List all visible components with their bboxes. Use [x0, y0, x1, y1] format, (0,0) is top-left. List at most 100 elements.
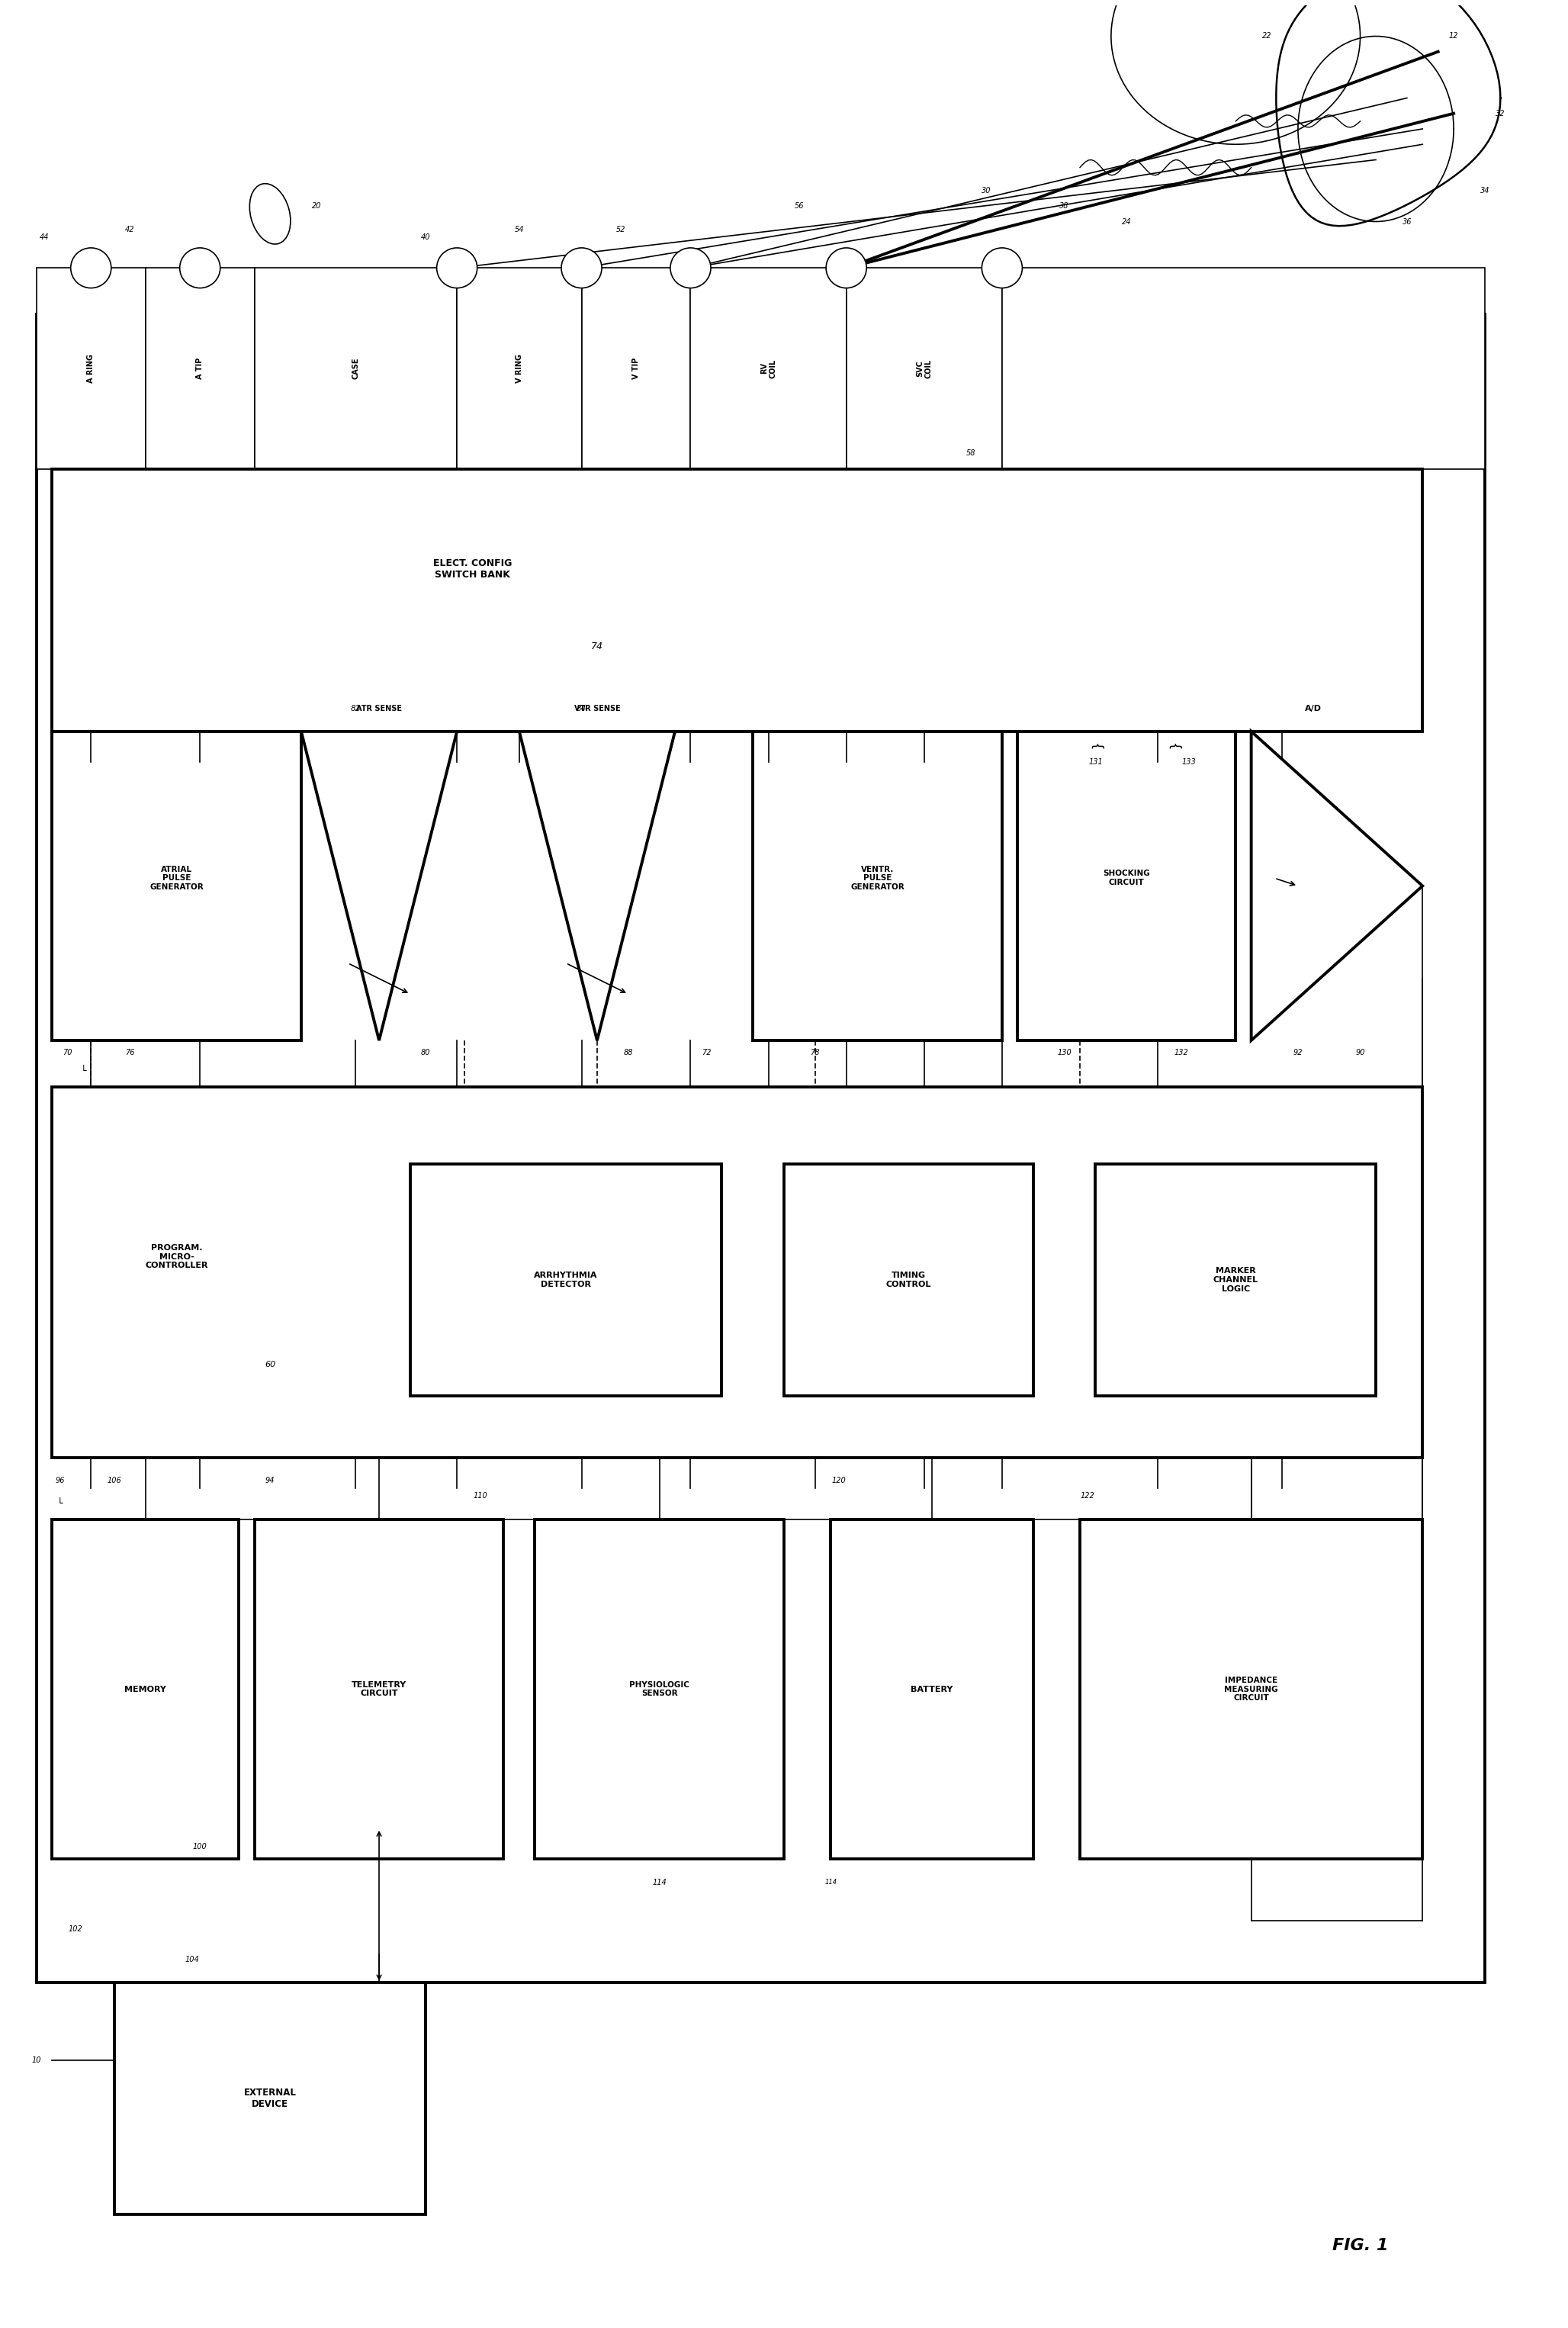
- Text: V RING: V RING: [516, 354, 524, 382]
- Text: 12: 12: [1449, 33, 1458, 40]
- Bar: [1018, 731, 1236, 1041]
- Text: V TIP: V TIP: [632, 359, 640, 379]
- Text: └: └: [56, 1499, 63, 1509]
- Circle shape: [561, 247, 602, 289]
- Text: ATR SENSE: ATR SENSE: [356, 705, 401, 712]
- Text: 58: 58: [966, 449, 975, 456]
- Text: RV
COIL: RV COIL: [760, 359, 776, 377]
- Text: 42: 42: [125, 226, 135, 233]
- Text: 130: 130: [1057, 1050, 1071, 1057]
- Text: 30: 30: [982, 186, 991, 196]
- Bar: [1002, 268, 1485, 468]
- Text: 104: 104: [185, 1956, 199, 1963]
- Text: 90: 90: [1355, 1050, 1366, 1057]
- Bar: [582, 268, 690, 468]
- Text: VTR SENSE: VTR SENSE: [574, 705, 621, 712]
- Text: 114: 114: [825, 1879, 837, 1886]
- Text: CASE: CASE: [351, 359, 359, 379]
- Bar: [535, 1520, 784, 1860]
- Text: TELEMETRY
CIRCUIT: TELEMETRY CIRCUIT: [351, 1681, 406, 1697]
- Bar: [831, 1520, 1033, 1860]
- Bar: [456, 268, 582, 468]
- Bar: [52, 468, 1422, 731]
- Circle shape: [71, 247, 111, 289]
- Text: 74: 74: [591, 643, 604, 652]
- Bar: [146, 268, 254, 468]
- Text: 36: 36: [1402, 219, 1411, 226]
- Polygon shape: [519, 731, 674, 1041]
- Text: 82: 82: [351, 705, 361, 712]
- Text: 132: 132: [1174, 1050, 1189, 1057]
- Text: 34: 34: [1480, 186, 1490, 196]
- Bar: [114, 1983, 426, 2214]
- Text: 20: 20: [312, 203, 321, 210]
- Text: 70: 70: [63, 1050, 72, 1057]
- Text: BATTERY: BATTERY: [911, 1685, 953, 1692]
- Text: 84: 84: [577, 705, 586, 712]
- Text: 38: 38: [1060, 203, 1069, 210]
- Bar: [52, 731, 301, 1041]
- Text: VENTR.
PULSE
GENERATOR: VENTR. PULSE GENERATOR: [850, 866, 905, 892]
- Text: 52: 52: [616, 226, 626, 233]
- Text: 92: 92: [1294, 1050, 1303, 1057]
- Text: FIG. 1: FIG. 1: [1333, 2237, 1388, 2254]
- Circle shape: [670, 247, 710, 289]
- Bar: [52, 1520, 238, 1860]
- Text: A/D: A/D: [1305, 705, 1322, 712]
- Text: 120: 120: [831, 1476, 845, 1485]
- Text: 106: 106: [107, 1476, 121, 1485]
- Bar: [1096, 1164, 1375, 1397]
- Text: 56: 56: [795, 203, 804, 210]
- Bar: [254, 268, 456, 468]
- Text: A TIP: A TIP: [196, 359, 204, 379]
- Text: {: {: [1088, 743, 1102, 752]
- Polygon shape: [1251, 731, 1422, 1041]
- Text: 80: 80: [422, 1050, 431, 1057]
- Text: 94: 94: [265, 1476, 274, 1485]
- Circle shape: [826, 247, 867, 289]
- Text: {: {: [1167, 743, 1181, 752]
- Text: 122: 122: [1080, 1492, 1094, 1499]
- Text: PROGRAM.
MICRO-
CONTROLLER: PROGRAM. MICRO- CONTROLLER: [146, 1243, 209, 1269]
- Bar: [753, 731, 1002, 1041]
- Text: ATRIAL
PULSE
GENERATOR: ATRIAL PULSE GENERATOR: [149, 866, 204, 892]
- Text: 114: 114: [652, 1879, 666, 1886]
- Text: EXTERNAL
DEVICE: EXTERNAL DEVICE: [243, 2088, 296, 2109]
- Text: 110: 110: [474, 1492, 488, 1499]
- Text: 44: 44: [39, 233, 49, 240]
- Text: MARKER
CHANNEL
LOGIC: MARKER CHANNEL LOGIC: [1214, 1266, 1258, 1292]
- Bar: [52, 1087, 1422, 1457]
- Bar: [411, 1164, 721, 1397]
- Text: 10: 10: [31, 2056, 41, 2065]
- Polygon shape: [301, 731, 456, 1041]
- Text: 102: 102: [69, 1925, 83, 1932]
- Text: 133: 133: [1182, 759, 1196, 766]
- Text: SVC
COIL: SVC COIL: [916, 359, 933, 377]
- Text: PHYSIOLOGIC
SENSOR: PHYSIOLOGIC SENSOR: [629, 1681, 690, 1697]
- Text: 78: 78: [811, 1050, 820, 1057]
- Bar: [690, 268, 847, 468]
- Text: 76: 76: [125, 1050, 135, 1057]
- Text: └: └: [80, 1066, 86, 1076]
- Ellipse shape: [249, 184, 290, 244]
- Circle shape: [437, 247, 477, 289]
- Bar: [36, 314, 1485, 1983]
- Text: IMPEDANCE
MEASURING
CIRCUIT: IMPEDANCE MEASURING CIRCUIT: [1225, 1676, 1278, 1702]
- Text: 72: 72: [701, 1050, 710, 1057]
- Text: ELECT. CONFIG
SWITCH BANK: ELECT. CONFIG SWITCH BANK: [433, 559, 511, 580]
- Text: ARRHYTHMIA
DETECTOR: ARRHYTHMIA DETECTOR: [535, 1271, 597, 1287]
- Text: 22: 22: [1262, 33, 1272, 40]
- Text: 96: 96: [55, 1476, 64, 1485]
- Text: TIMING
CONTROL: TIMING CONTROL: [886, 1271, 931, 1287]
- Text: 32: 32: [1496, 109, 1505, 116]
- Text: 100: 100: [193, 1844, 207, 1851]
- Bar: [36, 268, 146, 468]
- Text: A RING: A RING: [88, 354, 94, 382]
- Bar: [784, 1164, 1033, 1397]
- Text: 54: 54: [514, 226, 524, 233]
- Text: 88: 88: [624, 1050, 633, 1057]
- Circle shape: [982, 247, 1022, 289]
- Text: 24: 24: [1121, 219, 1132, 226]
- Text: 60: 60: [265, 1362, 276, 1369]
- Text: 40: 40: [422, 233, 431, 240]
